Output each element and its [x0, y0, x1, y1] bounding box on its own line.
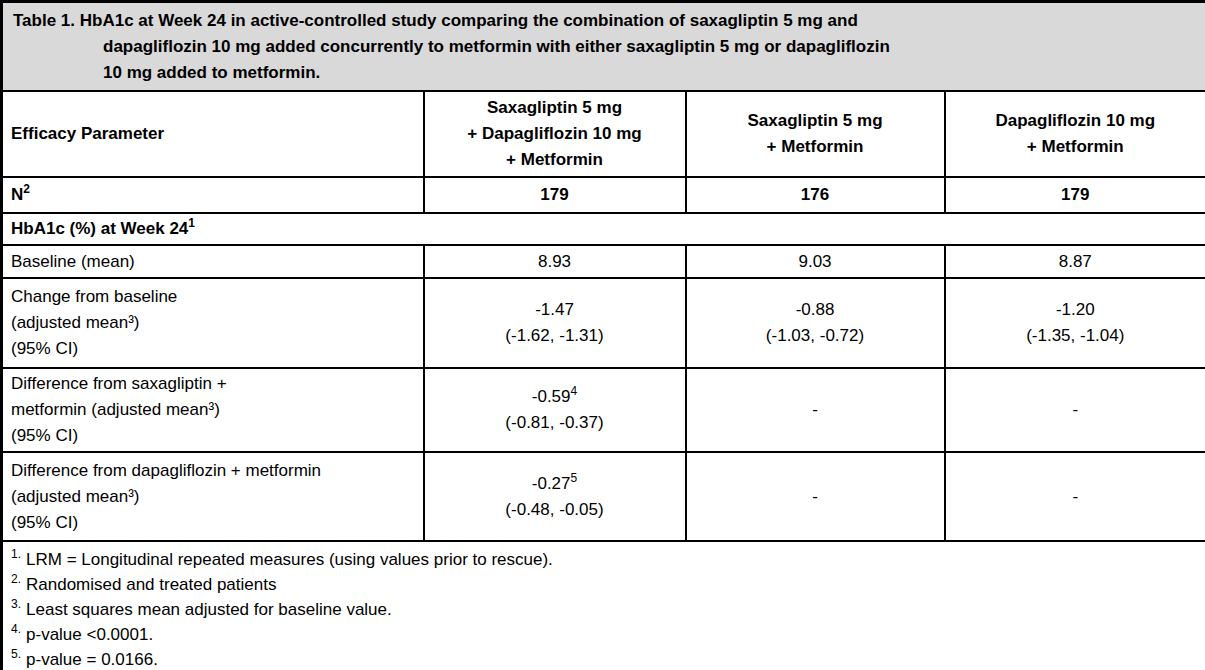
- diff-dapa-value: -0.275: [433, 471, 677, 497]
- change-value-dapa: -1.20 (-1.35, -1.04): [945, 278, 1205, 368]
- footnotes-cell: 1. LRM = Longitudinal repeated measures (…: [2, 541, 1205, 670]
- footnote-3-marker: 3.: [11, 597, 21, 611]
- n-label: N2: [2, 177, 424, 213]
- footnote-1: 1. LRM = Longitudinal repeated measures (…: [11, 547, 1197, 572]
- diff-dapa-label: Difference from dapagliflozin + metformi…: [2, 452, 424, 541]
- diff-dapa-value-number: -0.27: [532, 474, 571, 493]
- section-header-cell: HbA1c (%) at Week 241: [2, 213, 1205, 245]
- baseline-value-combo: 8.93: [424, 245, 686, 278]
- change-value-saxa: -0.88 (-1.03, -0.72): [686, 278, 945, 368]
- header-saxagliptin-metformin: Saxagliptin 5 mg + Metformin: [686, 91, 945, 177]
- diff-saxa-dash-dapa-col: -: [945, 368, 1205, 452]
- table-title-line1: Table 1. HbA1c at Week 24 in active-cont…: [13, 8, 1195, 34]
- header-dapagliflozin-metformin: Dapagliflozin 10 mg + Metformin: [945, 91, 1205, 177]
- footnote-3-text: Least squares mean adjusted for baseline…: [26, 600, 392, 619]
- diff-saxa-ci: (-0.81, -0.37): [433, 410, 677, 436]
- footnote-2-text: Randomised and treated patients: [26, 575, 276, 594]
- difference-dapagliflozin-row: Difference from dapagliflozin + metformi…: [2, 452, 1205, 541]
- footnote-5: 5. p-value = 0.0166.: [11, 647, 1197, 670]
- change-value-combo: -1.47 (-1.62, -1.31): [424, 278, 686, 368]
- footnote-3: 3. Least squares mean adjusted for baseli…: [11, 597, 1197, 622]
- n-value-dapa: 179: [945, 177, 1205, 213]
- footnote-1-marker: 1.: [11, 547, 21, 561]
- table-title-line2: dapagliflozin 10 mg added concurrently t…: [103, 34, 1195, 60]
- diff-saxa-value: -0.594: [433, 384, 677, 410]
- footnote-4-text: p-value <0.0001.: [26, 625, 153, 644]
- change-from-baseline-row: Change from baseline (adjusted mean³) (9…: [2, 278, 1205, 368]
- n-value-saxa: 176: [686, 177, 945, 213]
- n-label-text: N: [11, 185, 23, 204]
- difference-saxagliptin-row: Difference from saxagliptin + metformin …: [2, 368, 1205, 452]
- column-header-row: Efficacy Parameter Saxagliptin 5 mg + Da…: [2, 91, 1205, 177]
- baseline-value-dapa: 8.87: [945, 245, 1205, 278]
- diff-saxa-value-superscript: 4: [571, 384, 578, 398]
- section-header-superscript: 1: [188, 216, 195, 230]
- header-efficacy-parameter: Efficacy Parameter: [2, 91, 424, 177]
- section-header-text: HbA1c (%) at Week 24: [11, 219, 188, 238]
- footnote-5-marker: 5.: [11, 647, 21, 661]
- footnote-2: 2. Randomised and treated patients: [11, 572, 1197, 597]
- footnote-4: 4. p-value <0.0001.: [11, 622, 1197, 647]
- diff-dapa-value-superscript: 5: [571, 471, 578, 485]
- footnote-4-marker: 4.: [11, 622, 21, 636]
- footnote-1-text: LRM = Longitudinal repeated measures (us…: [26, 550, 553, 569]
- baseline-value-saxa: 9.03: [686, 245, 945, 278]
- table-title-row: Table 1. HbA1c at Week 24 in active-cont…: [2, 2, 1205, 92]
- diff-saxa-label: Difference from saxagliptin + metformin …: [2, 368, 424, 452]
- section-header-row: HbA1c (%) at Week 241: [2, 213, 1205, 245]
- table-title-cell: Table 1. HbA1c at Week 24 in active-cont…: [2, 2, 1205, 92]
- baseline-label: Baseline (mean): [2, 245, 424, 278]
- header-saxagliptin-dapagliflozin-metformin: Saxagliptin 5 mg + Dapagliflozin 10 mg +…: [424, 91, 686, 177]
- baseline-row: Baseline (mean) 8.93 9.03 8.87: [2, 245, 1205, 278]
- n-label-superscript: 2: [23, 182, 30, 196]
- hba1c-week24-table: Table 1. HbA1c at Week 24 in active-cont…: [0, 0, 1205, 670]
- n-row: N2 179 176 179: [2, 177, 1205, 213]
- footnote-5-text: p-value = 0.0166.: [26, 650, 158, 669]
- diff-saxa-value-number: -0.59: [532, 387, 571, 406]
- change-label: Change from baseline (adjusted mean³) (9…: [2, 278, 424, 368]
- diff-dapa-ci: (-0.48, -0.05): [433, 497, 677, 523]
- diff-saxa-value-cell: -0.594 (-0.81, -0.37): [424, 368, 686, 452]
- diff-saxa-dash-saxa-col: -: [686, 368, 945, 452]
- diff-dapa-dash-saxa-col: -: [686, 452, 945, 541]
- footnote-2-marker: 2.: [11, 572, 21, 586]
- table-title-line3: 10 mg added to metformin.: [103, 60, 1195, 86]
- n-value-combo: 179: [424, 177, 686, 213]
- diff-dapa-value-cell: -0.275 (-0.48, -0.05): [424, 452, 686, 541]
- diff-dapa-dash-dapa-col: -: [945, 452, 1205, 541]
- footnotes-row: 1. LRM = Longitudinal repeated measures (…: [2, 541, 1205, 670]
